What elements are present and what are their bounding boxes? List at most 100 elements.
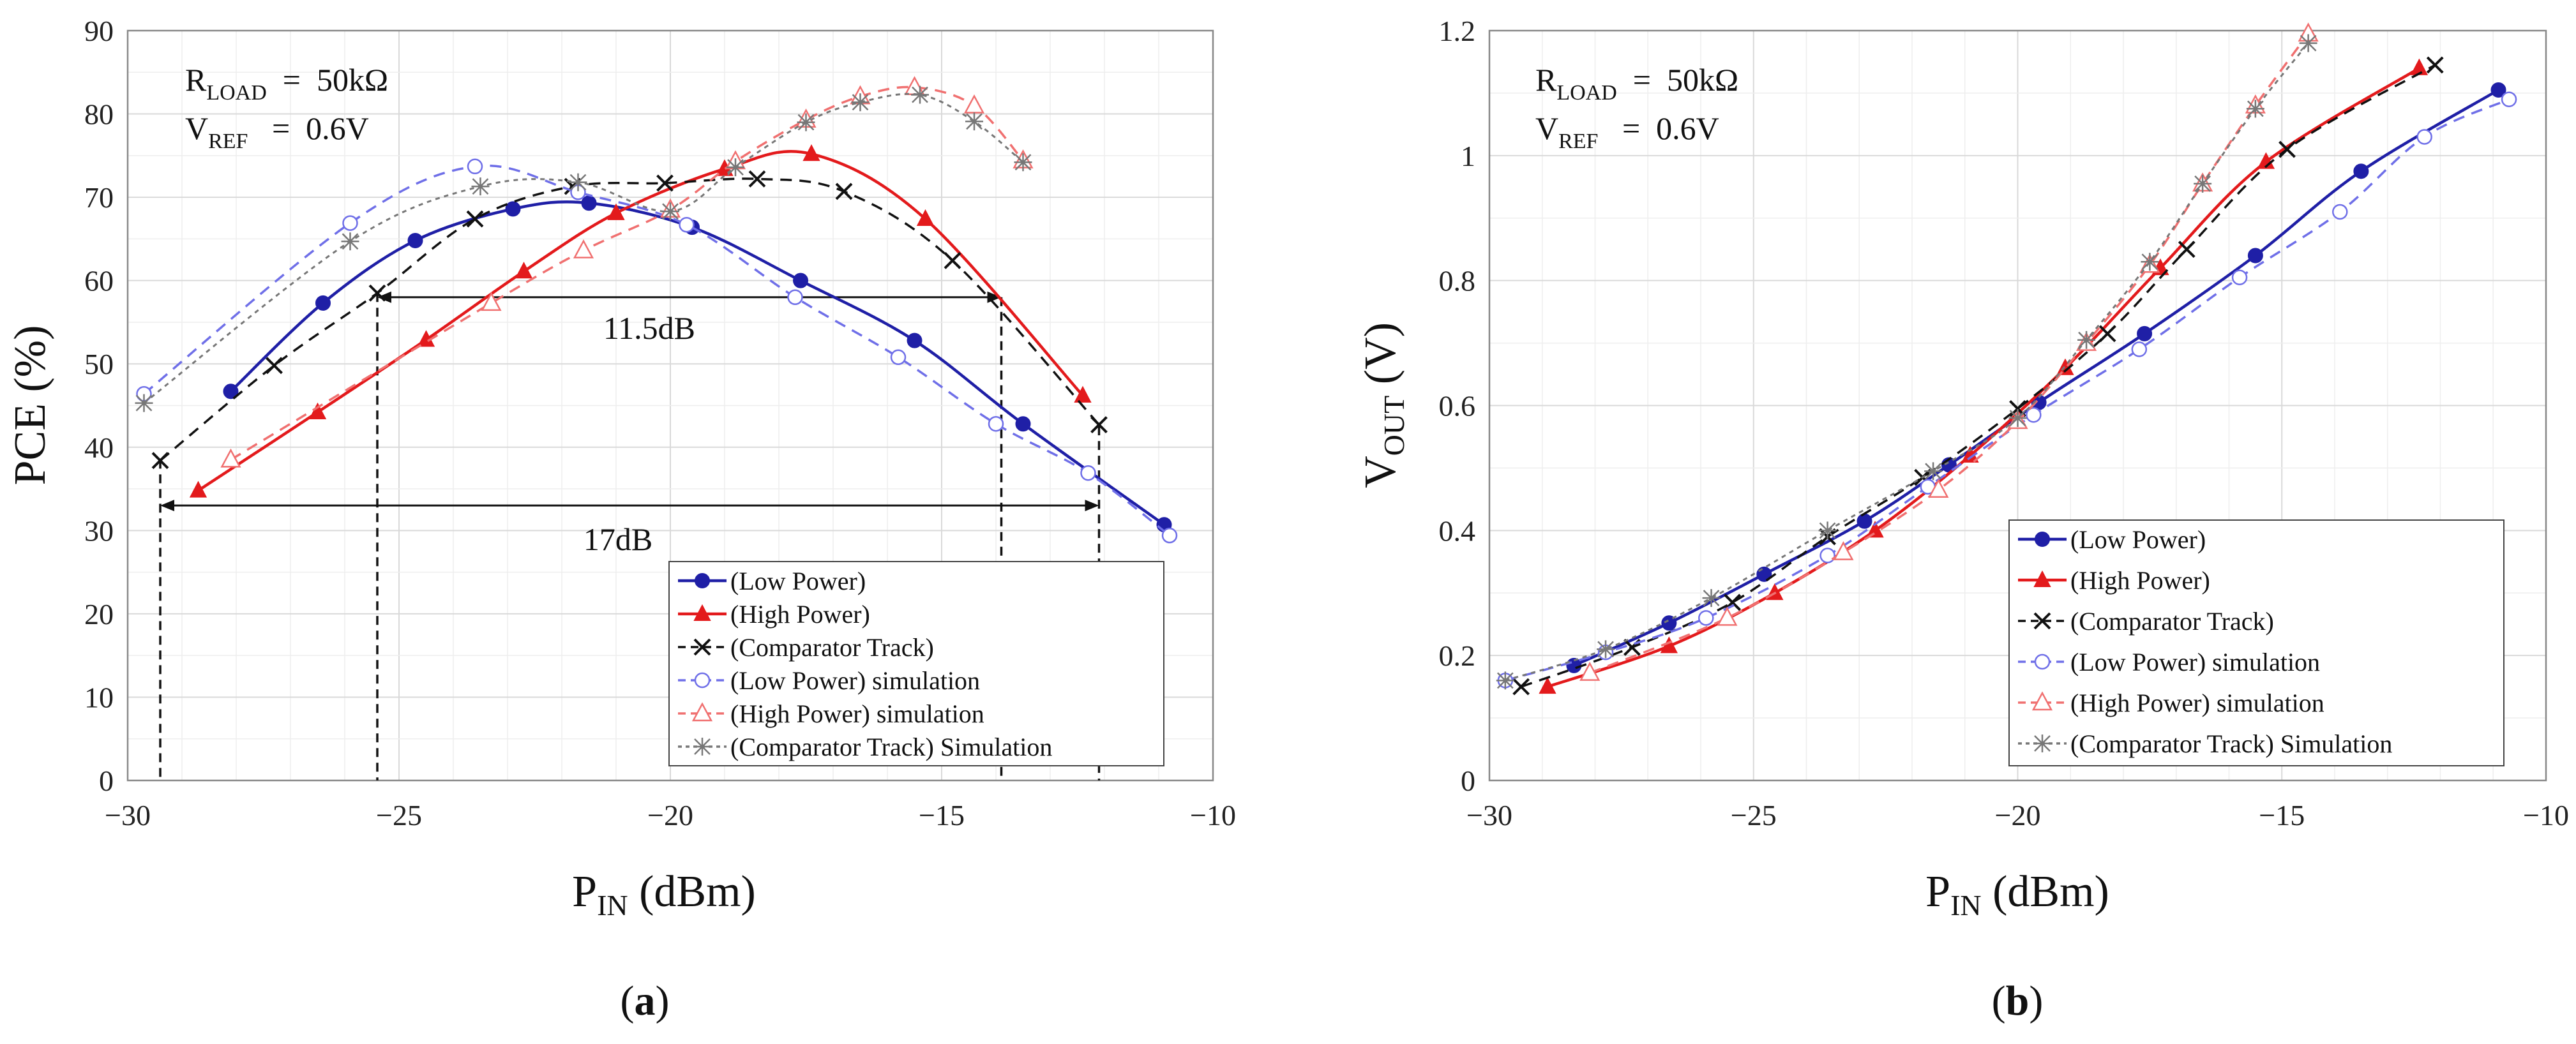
a-x-tick-label: −15 (919, 799, 965, 831)
a-data-point (656, 174, 674, 192)
b-legend-item: (Comparator Track) (2018, 607, 2274, 636)
b-legend-label: (Low Power) (2070, 525, 2206, 554)
panel-a-range-label-17db: 17dB (584, 521, 652, 557)
b-data-point (2246, 100, 2264, 118)
a-data-point (748, 170, 766, 188)
b-data-point (2410, 58, 2429, 75)
b-legend-item: (High Power) (2018, 566, 2210, 595)
a-data-point (341, 232, 359, 251)
b-data-point (2231, 269, 2248, 286)
panel-b-annotation-rload: RLOAD = 50kΩ (1535, 62, 1738, 105)
b-legend-label: (Low Power) simulation (2070, 648, 2320, 676)
a-data-point (963, 94, 985, 114)
panel-a-series (135, 76, 1178, 544)
a-series-line (229, 200, 1165, 526)
b-series-5 (1496, 34, 2317, 690)
a-x-tick-label: −30 (105, 799, 151, 831)
panel-b-legend-box (2008, 519, 2504, 766)
a-data-point (944, 251, 961, 269)
panel-a-annotation-vref: VREF = 0.6V (185, 110, 369, 153)
panel-b-caption: (b) (1992, 978, 2044, 1024)
a-y-tick-label: 0 (99, 764, 114, 797)
b-legend-label: (High Power) (2070, 566, 2210, 595)
a-legend-item: (High Power) simulation (678, 699, 984, 728)
a-data-point (223, 384, 239, 399)
panel-a-range-label-11-5db: 11.5dB (603, 310, 695, 346)
a-data-point (890, 349, 907, 366)
a-legend-marker (695, 573, 710, 588)
b-data-point (2077, 331, 2096, 349)
a-data-point (481, 292, 502, 311)
a-data-point (342, 215, 358, 231)
a-series-0 (223, 195, 1172, 533)
b-data-point (2490, 82, 2506, 98)
b-data-point (2141, 253, 2159, 271)
b-data-point (2178, 241, 2196, 258)
panel-a-legend-box (668, 561, 1164, 766)
panel-b-x-tick-labels: −30 −25 −20 −15 −10 (1466, 799, 2569, 831)
a-range-arrow-head (377, 291, 391, 303)
b-legend-item: (Low Power) (2018, 525, 2206, 554)
panel-a-x-tick-labels: −30 −25 −20 −15 −10 (105, 799, 1236, 831)
b-data-point (2026, 406, 2042, 423)
a-legend-item: (High Power) (678, 600, 870, 629)
a-series-line (143, 93, 1024, 404)
b-data-point (2247, 248, 2263, 264)
b-data-point (1717, 606, 1738, 626)
b-data-point (2137, 325, 2153, 341)
a-data-point (220, 448, 241, 468)
a-series-line (159, 177, 1100, 462)
a-x-tick-label: −20 (647, 799, 693, 831)
a-data-point (505, 201, 521, 217)
a-legend-label: (Low Power) (730, 567, 866, 595)
b-data-point (2098, 325, 2116, 343)
panel-b-legend: (Low Power) (High Power) (Comparator Track… (2008, 519, 2504, 766)
a-y-tick-label: 70 (84, 181, 114, 214)
a-data-point (727, 158, 744, 177)
panel-a-caption: (a) (621, 978, 670, 1024)
a-data-point (135, 394, 153, 412)
a-y-tick-label: 60 (84, 265, 114, 297)
a-series-line (143, 164, 1171, 537)
a-data-point (1015, 416, 1031, 432)
a-data-point (581, 195, 597, 211)
b-data-point (1818, 521, 1837, 540)
a-data-point (661, 202, 679, 221)
b-x-tick-label: −20 (1995, 799, 2041, 831)
b-data-point (1496, 671, 1514, 690)
b-data-point (1819, 548, 1835, 563)
a-data-point (851, 93, 870, 112)
b-legend-item: (High Power) simulation (2018, 689, 2324, 717)
panel-a-y-tick-labels: 0 10 20 30 40 50 60 70 80 90 (84, 15, 114, 797)
b-x-tick-label: −30 (1466, 799, 1512, 831)
b-data-point (2332, 204, 2348, 220)
b-legend-marker (2031, 691, 2053, 711)
panel-b-annotation-vref: VREF = 0.6V (1535, 110, 1719, 153)
b-data-point (1924, 462, 1943, 481)
b-data-point (1539, 676, 1556, 694)
a-x-tick-label: −25 (376, 799, 422, 831)
b-y-tick-label: 0 (1461, 764, 1475, 797)
panel-a-legend: (Low Power) (High Power) (Comparator Track… (668, 561, 1164, 766)
a-y-tick-label: 10 (84, 681, 114, 713)
a-data-point (1014, 153, 1032, 172)
a-x-tick-label: −10 (1190, 799, 1236, 831)
a-series-5 (135, 86, 1032, 412)
b-x-tick-label: −10 (2523, 799, 2569, 831)
b-data-point (1857, 513, 1872, 529)
a-data-point (466, 210, 484, 228)
a-data-point (467, 158, 483, 175)
b-x-tick-label: −25 (1731, 799, 1777, 831)
b-data-point (2131, 341, 2148, 357)
a-data-point (802, 144, 820, 161)
a-legend-label: (High Power) simulation (730, 699, 984, 728)
a-y-tick-label: 30 (84, 514, 114, 547)
a-y-tick-label: 50 (84, 348, 114, 380)
a-data-point (988, 415, 1004, 432)
a-y-tick-label: 20 (84, 598, 114, 630)
b-data-point (1661, 615, 1677, 631)
b-y-tick-label: 0.8 (1439, 265, 1476, 297)
b-data-point (1597, 640, 1615, 659)
a-data-point (835, 183, 853, 200)
